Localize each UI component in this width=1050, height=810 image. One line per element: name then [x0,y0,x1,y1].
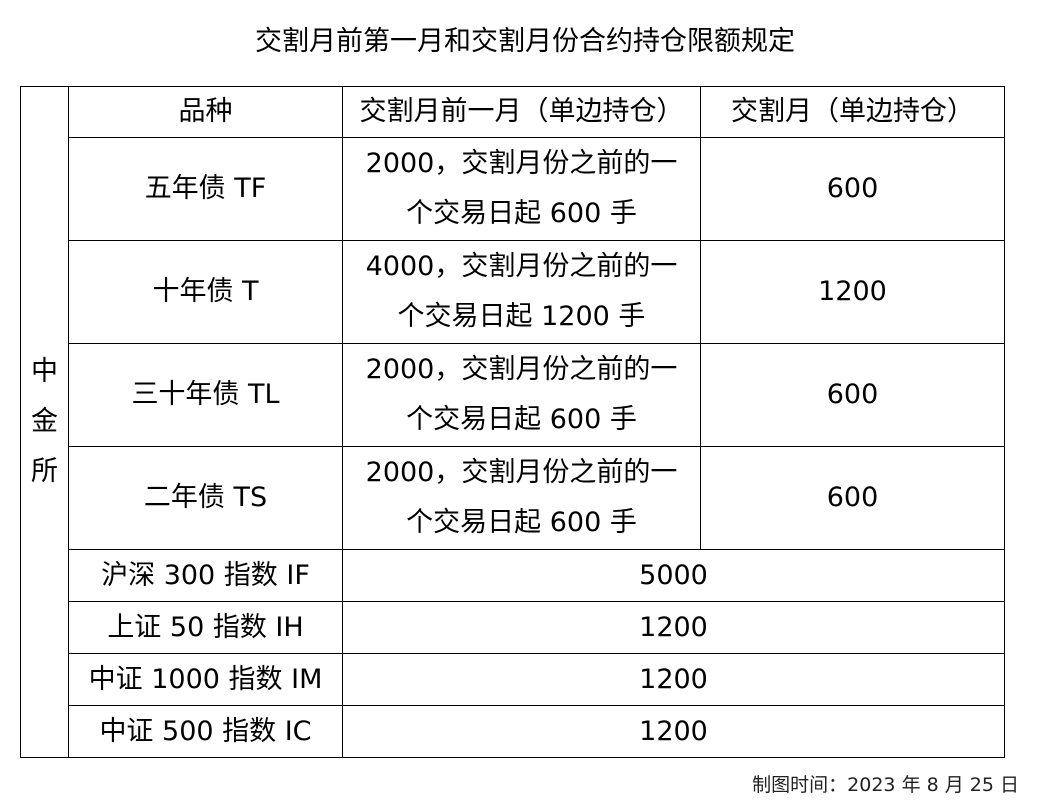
header-pre-delivery: 交割月前一月（单边持仓） [342,86,701,138]
pre-delivery-line1: 4000，交割月份之前的一 [365,251,678,282]
exchange-cell: 中金所 [20,86,69,758]
limit-cell: 5000 [342,549,1005,602]
product-cell: 十年债 T [68,240,343,344]
product-cell: 沪深 300 指数 IF [68,549,343,602]
pre-delivery-line1: 2000，交割月份之前的一 [365,354,678,385]
table-row: 中证 1000 指数 IM 1200 [21,653,1005,706]
limit-cell: 1200 [342,653,1005,706]
table-row: 三十年债 TL 2000，交割月份之前的一 个交易日起 600 手 600 [21,343,1005,447]
table-row: 中证 500 指数 IC 1200 [21,705,1005,758]
product-cell: 五年债 TF [68,137,343,241]
limit-cell: 1200 [342,601,1005,654]
table-row: 五年债 TF 2000，交割月份之前的一 个交易日起 600 手 600 [21,137,1005,241]
pre-delivery-line2: 个交易日起 600 手 [406,198,637,229]
page-title: 交割月前第一月和交割月份合约持仓限额规定 [255,26,795,57]
delivery-cell: 600 [700,343,1005,447]
header-delivery: 交割月（单边持仓） [700,86,1005,138]
limit-cell: 1200 [342,705,1005,758]
pre-delivery-line2: 个交易日起 600 手 [406,507,637,538]
pre-delivery-line1: 2000，交割月份之前的一 [365,457,678,488]
exchange-label: 中金所 [31,356,58,487]
pre-delivery-cell: 2000，交割月份之前的一 个交易日起 600 手 [342,343,701,447]
pre-delivery-cell: 2000，交割月份之前的一 个交易日起 600 手 [342,137,701,241]
product-cell: 三十年债 TL [68,343,343,447]
pre-delivery-line2: 个交易日起 1200 手 [397,301,646,332]
delivery-cell: 1200 [700,240,1005,344]
pre-delivery-line1: 2000，交割月份之前的一 [365,148,678,179]
table-row: 二年债 TS 2000，交割月份之前的一 个交易日起 600 手 600 [21,446,1005,550]
table-row: 十年债 T 4000，交割月份之前的一 个交易日起 1200 手 1200 [21,240,1005,344]
product-cell: 中证 1000 指数 IM [68,653,343,706]
delivery-cell: 600 [700,446,1005,550]
product-cell: 中证 500 指数 IC [68,705,343,758]
header-product: 品种 [68,86,343,138]
pre-delivery-line2: 个交易日起 600 手 [406,404,637,435]
pre-delivery-cell: 2000，交割月份之前的一 个交易日起 600 手 [342,446,701,550]
product-cell: 二年债 TS [68,446,343,550]
table-header-row: 中金所 品种 交割月前一月（单边持仓） 交割月（单边持仓） [20,86,1005,758]
table-row: 沪深 300 指数 IF 5000 [21,549,1005,602]
table-row: 上证 50 指数 IH 1200 [21,601,1005,654]
chart-date-note: 制图时间：2023 年 8 月 25 日 [752,774,1019,796]
product-cell: 上证 50 指数 IH [68,601,343,654]
pre-delivery-cell: 4000，交割月份之前的一 个交易日起 1200 手 [342,240,701,344]
delivery-cell: 600 [700,137,1005,241]
position-limits-table: 中金所 品种 交割月前一月（单边持仓） 交割月（单边持仓） 五年债 TF 200… [20,86,1005,758]
